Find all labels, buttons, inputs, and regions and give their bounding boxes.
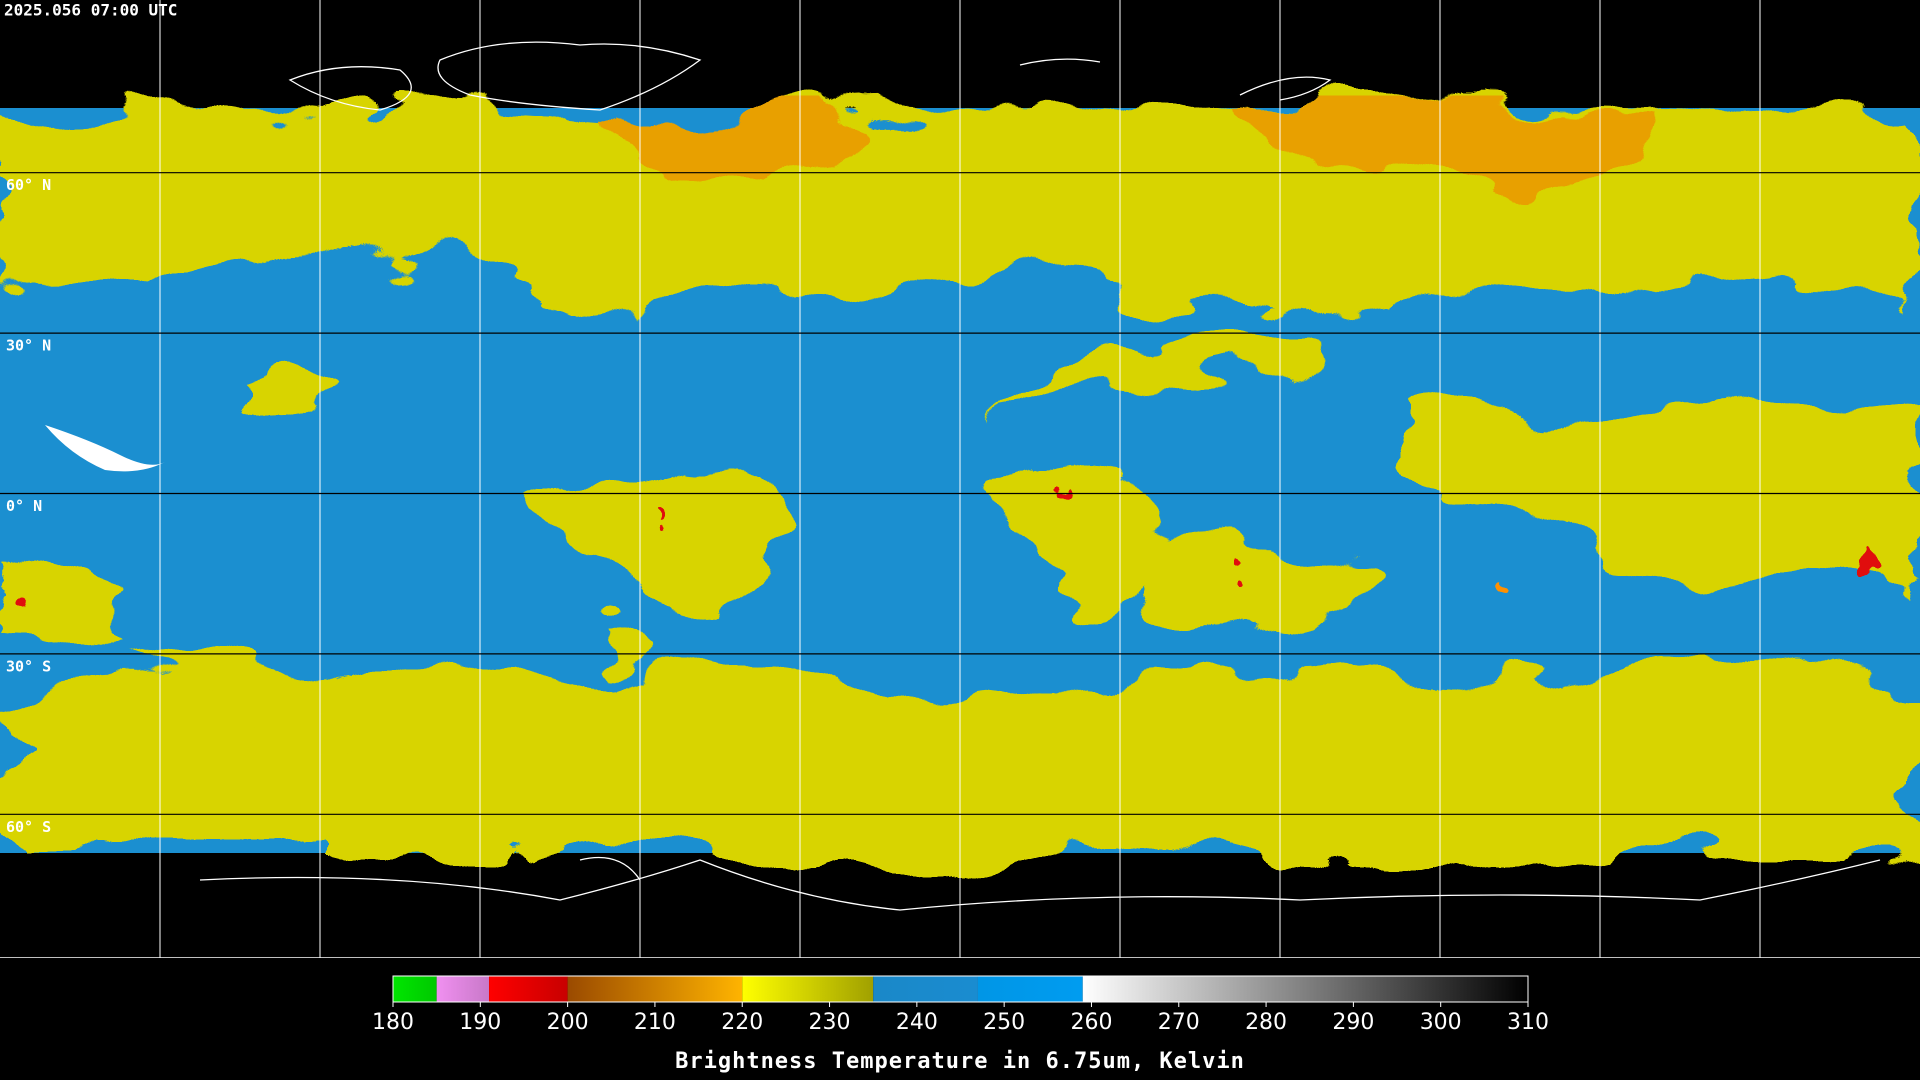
storm-core bbox=[1049, 483, 1063, 497]
subtropical-plume bbox=[980, 330, 1334, 420]
novaya-zemlya-coast bbox=[1239, 76, 1332, 101]
colorbar-tick-label: 270 bbox=[1158, 1010, 1200, 1035]
colorbar-frame bbox=[392, 975, 1529, 1003]
madagascar-convection bbox=[1140, 545, 1362, 630]
svalbard-coast bbox=[1019, 58, 1101, 66]
colorbar-segment bbox=[567, 976, 743, 1002]
south-pacific-band bbox=[120, 640, 420, 747]
colorbar-tick-label: 300 bbox=[1420, 1010, 1462, 1035]
south-america-convection bbox=[530, 470, 784, 602]
south-pacific-cloud bbox=[0, 560, 120, 634]
greenland-coast bbox=[437, 41, 702, 111]
subtropical-cloud bbox=[600, 613, 660, 672]
colorbar-tick-label: 210 bbox=[634, 1010, 676, 1035]
pacific-cloud bbox=[250, 373, 340, 427]
storm-core bbox=[14, 597, 30, 613]
colorbar-tick-label: 190 bbox=[459, 1010, 501, 1035]
antarctica-coast bbox=[199, 859, 1881, 911]
latitude-label: 30° N bbox=[6, 337, 51, 355]
colorbar-tick-label: 280 bbox=[1245, 1010, 1287, 1035]
colorbar-segment bbox=[436, 976, 490, 1002]
colorbar-segment bbox=[742, 976, 874, 1002]
colorbar-tick-label: 260 bbox=[1070, 1010, 1112, 1035]
colorbar-segment bbox=[1082, 976, 1528, 1002]
africa-convection bbox=[990, 477, 1154, 620]
latitude-label: 60° S bbox=[6, 818, 51, 836]
storm-core bbox=[659, 508, 671, 520]
colorbar-segment bbox=[977, 976, 1083, 1002]
coastlines bbox=[199, 41, 1881, 911]
colorbar-tick-label: 230 bbox=[809, 1010, 851, 1035]
latitude-labels: 60° N 30° N 0° N 30° S 60° S bbox=[6, 176, 51, 836]
colorbar-tick-label: 220 bbox=[721, 1010, 763, 1035]
colorbar-tick-label: 250 bbox=[983, 1010, 1025, 1035]
colorbar-title: Brightness Temperature in 6.75um, Kelvin bbox=[675, 1049, 1245, 1074]
latitude-label: 60° N bbox=[6, 176, 51, 194]
colorbar-tick-label: 310 bbox=[1507, 1010, 1549, 1035]
timestamp: 2025.056 07:00 UTC bbox=[4, 1, 177, 20]
antarctic-peninsula-coast bbox=[579, 856, 641, 881]
cold-region bbox=[610, 107, 880, 190]
colorbar: 180 190 200 210 220 230 240 250 260 270 280 290 300 3… bbox=[372, 975, 1549, 1035]
colorbar-tick-label: 290 bbox=[1332, 1010, 1374, 1035]
latitude-label: 30° S bbox=[6, 657, 51, 675]
colorbar-tick-label: 200 bbox=[547, 1010, 589, 1035]
colorbar-segment bbox=[873, 976, 978, 1002]
maritime-continent-convection bbox=[1420, 402, 1920, 600]
colorbar-segment bbox=[489, 976, 568, 1002]
storm-core bbox=[1857, 556, 1877, 576]
colorbar-segment bbox=[393, 976, 437, 1002]
latitude-label: 0° N bbox=[6, 497, 42, 515]
colorbar-tick-label: 240 bbox=[896, 1010, 938, 1035]
storm-core bbox=[1228, 563, 1244, 579]
storm-core bbox=[1494, 584, 1506, 596]
arctic-islands-coast bbox=[288, 66, 412, 111]
warm-dry-spot bbox=[45, 425, 165, 472]
colorbar-tick-label: 180 bbox=[372, 1010, 414, 1035]
